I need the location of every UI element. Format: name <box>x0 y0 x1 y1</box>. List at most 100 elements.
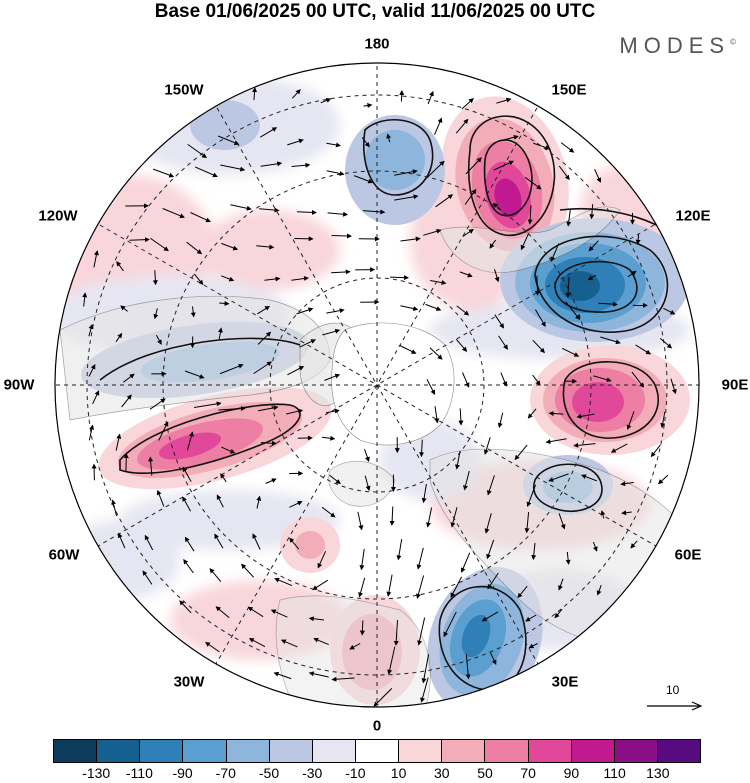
wind-vector <box>486 475 495 496</box>
colorbar-segment <box>355 740 400 762</box>
colorbar-tick-label: -30 <box>302 765 323 781</box>
wind-vector <box>184 536 195 552</box>
wind-vector <box>660 411 666 429</box>
wind-vector <box>121 394 132 408</box>
colorbar-segment <box>485 740 529 762</box>
wind-vector <box>217 135 240 146</box>
wind-vector <box>194 401 222 408</box>
wind-vector <box>596 585 602 596</box>
height-contours <box>99 115 681 691</box>
wind-vector <box>359 548 365 571</box>
wind-vector <box>481 611 499 622</box>
wind-vector <box>558 165 570 181</box>
wind-vector <box>265 478 277 484</box>
wind-vector <box>565 301 581 320</box>
wind-vector <box>326 308 345 314</box>
colorbar <box>53 739 701 763</box>
wind-vector <box>361 137 370 148</box>
wind-vector <box>326 142 341 148</box>
wind-vector <box>534 275 540 296</box>
wind-vector <box>588 240 599 252</box>
wind-vector <box>610 443 628 453</box>
wind-vector <box>527 408 537 419</box>
wind-vector <box>273 671 292 680</box>
wind-vector <box>465 653 471 680</box>
wind-vector <box>247 606 264 618</box>
wind-vector <box>308 671 329 678</box>
wind-vector <box>260 440 277 446</box>
colorbar-segment <box>269 740 313 762</box>
wind-vector <box>193 273 204 286</box>
colorbar-segment <box>528 740 572 762</box>
wind-vector <box>450 507 458 528</box>
colorbar-segment <box>614 740 658 762</box>
wind-vector <box>396 539 403 561</box>
wind-vector <box>548 410 564 416</box>
wind-vector <box>663 307 676 315</box>
wind-vector <box>462 228 474 237</box>
wind-vector <box>363 103 373 108</box>
wind-vector <box>270 609 288 618</box>
wind-vector <box>158 421 169 441</box>
wind-vector <box>492 202 501 211</box>
wind-vector <box>182 496 192 512</box>
wind-vector <box>576 413 595 419</box>
wind-vector <box>650 444 661 458</box>
wind-vector <box>144 534 154 551</box>
wind-vector <box>312 579 329 591</box>
wind-vector <box>258 405 279 412</box>
wind-vector <box>183 558 194 574</box>
wind-vector <box>426 379 436 395</box>
colorbar-segment <box>442 740 486 762</box>
wind-vector <box>386 574 393 597</box>
wind-vector <box>460 552 471 573</box>
wind-vector <box>527 205 533 225</box>
wind-vector <box>548 473 569 482</box>
colorbar-tick-label: -10 <box>345 765 366 781</box>
wind-vector <box>219 300 230 306</box>
wind-vector <box>358 577 366 598</box>
wind-vector <box>353 175 374 184</box>
colorbar-tick-label: -70 <box>215 765 236 781</box>
arrow-right-icon <box>647 701 703 711</box>
wind-vector <box>465 157 482 175</box>
wind-vector <box>326 170 345 176</box>
wind-vector <box>657 474 669 485</box>
colorbar-segment <box>399 740 443 762</box>
wind-vector <box>435 194 454 208</box>
wind-vector <box>420 677 429 703</box>
wind-vector <box>241 563 255 578</box>
wind-vector <box>573 442 596 448</box>
wind-vector <box>423 228 442 236</box>
wind-vector <box>416 547 424 570</box>
wind-vector <box>500 372 508 387</box>
page-title: Base 01/06/2025 00 UTC, valid 11/06/2025… <box>154 1 596 22</box>
colorbar-segment <box>54 740 98 762</box>
wind-vector <box>221 275 235 282</box>
wind-vector <box>550 243 560 262</box>
wind-vectors <box>82 87 677 707</box>
wind-vector <box>630 540 638 549</box>
wind-vector <box>558 513 566 530</box>
wind-vector <box>331 233 352 239</box>
wind-vector <box>129 237 150 243</box>
wind-vector <box>82 292 88 307</box>
wind-vector <box>187 143 208 159</box>
longitude-label-180: 180 <box>364 35 390 53</box>
colorbar-tick-label: 70 <box>520 765 536 781</box>
wind-vector <box>317 550 327 569</box>
wind-vector <box>387 646 396 675</box>
wind-vector <box>517 585 528 599</box>
wind-vector <box>216 494 224 508</box>
wind-vector <box>186 241 203 255</box>
longitude-label-60w: 60W <box>48 546 80 564</box>
wind-vector <box>524 512 530 534</box>
wind-vector <box>116 261 124 272</box>
wind-vector <box>257 305 271 315</box>
wind-vector <box>219 363 244 375</box>
polar-cap <box>331 322 455 446</box>
colorbar-tick-label: 90 <box>563 765 580 781</box>
wind-vector <box>426 507 433 528</box>
wind-vector <box>419 439 425 458</box>
wind-vector <box>394 169 418 176</box>
